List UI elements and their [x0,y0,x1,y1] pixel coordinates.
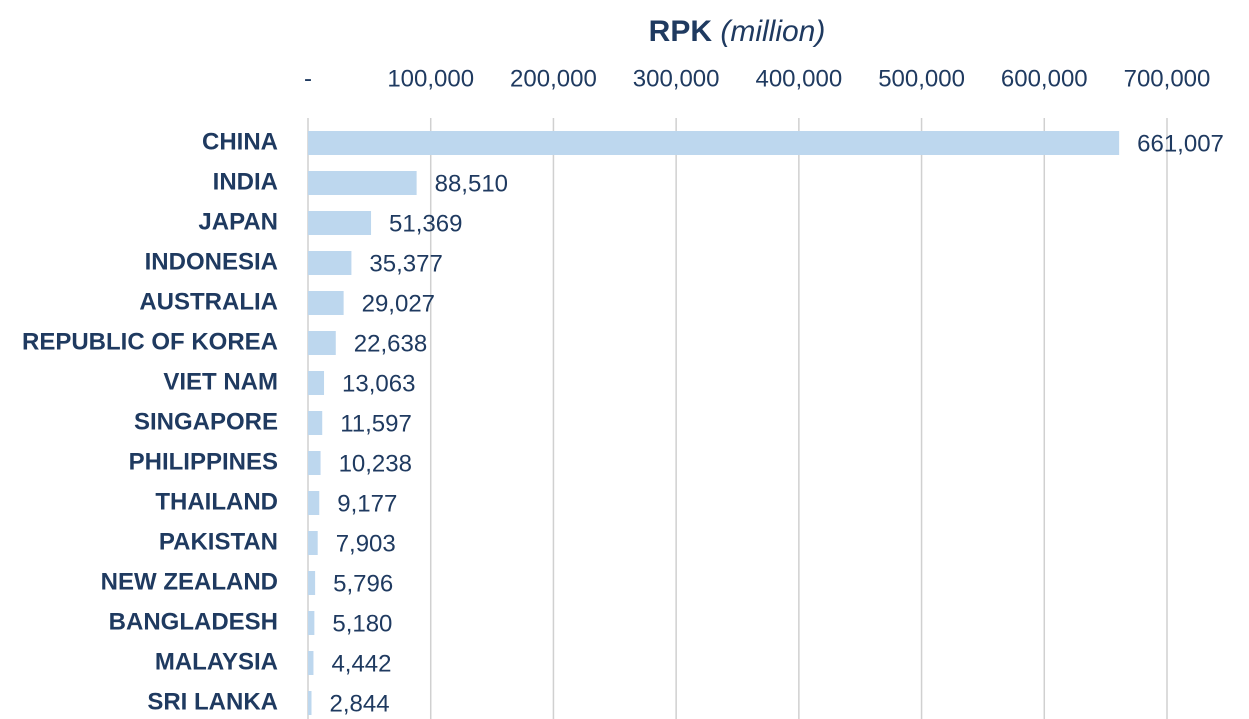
bar [308,411,323,435]
bar [308,291,344,315]
bar [308,611,315,635]
x-tick-label: 400,000 [755,65,842,92]
y-tick-label: REPUBLIC OF KOREA [22,328,278,355]
value-label: 4,442 [331,650,391,677]
y-tick-label: NEW ZEALAND [101,568,278,595]
x-tick-label: 700,000 [1124,65,1211,92]
value-label: 10,238 [339,450,412,477]
value-label: 11,597 [340,410,412,437]
bar [308,451,321,475]
x-tick-label: 100,000 [387,65,474,92]
y-tick-label: VIET NAM [163,368,278,395]
bar [308,251,352,275]
x-tick-label: 500,000 [878,65,965,92]
bar [308,331,336,355]
bar [308,691,312,715]
title-main: RPK [649,15,713,48]
y-tick-label: BANGLADESH [109,608,278,635]
value-label: 9,177 [337,490,397,517]
chart-title: RPK (million) [649,15,826,48]
bar [308,171,417,195]
value-label: 5,180 [332,610,392,637]
bar [308,651,314,675]
value-label: 88,510 [435,170,508,197]
y-tick-label: CHINA [202,128,278,155]
value-label: 2,844 [329,690,389,717]
y-tick-label: MALAYSIA [155,648,278,675]
y-tick-label: SINGAPORE [134,408,278,435]
y-tick-label: INDIA [213,168,278,195]
x-tick-label: - [304,65,312,92]
bar [308,491,320,515]
y-tick-label: PHILIPPINES [129,448,278,475]
y-tick-label: THAILAND [155,488,278,515]
value-label: 13,063 [342,370,415,397]
x-tick-label: 200,000 [510,65,597,92]
value-label: 7,903 [336,530,396,557]
bar [308,131,1120,155]
x-tick-label: 600,000 [1001,65,1088,92]
y-tick-label: INDONESIA [145,248,278,275]
value-label: 35,377 [369,250,442,277]
y-tick-label: JAPAN [198,208,278,235]
y-tick-label: AUSTRALIA [139,288,278,315]
value-label: 51,369 [389,210,462,237]
bar [308,531,318,555]
bar [308,571,316,595]
value-label: 5,796 [333,570,393,597]
value-label: 29,027 [362,290,435,317]
y-tick-label: SRI LANKA [147,688,278,715]
bar [308,211,372,235]
value-label: 22,638 [354,330,427,357]
y-tick-label: PAKISTAN [159,528,278,555]
bar [308,371,325,395]
x-tick-label: 300,000 [633,65,720,92]
value-label: 661,007 [1137,130,1224,157]
title-unit: (million) [720,15,825,48]
